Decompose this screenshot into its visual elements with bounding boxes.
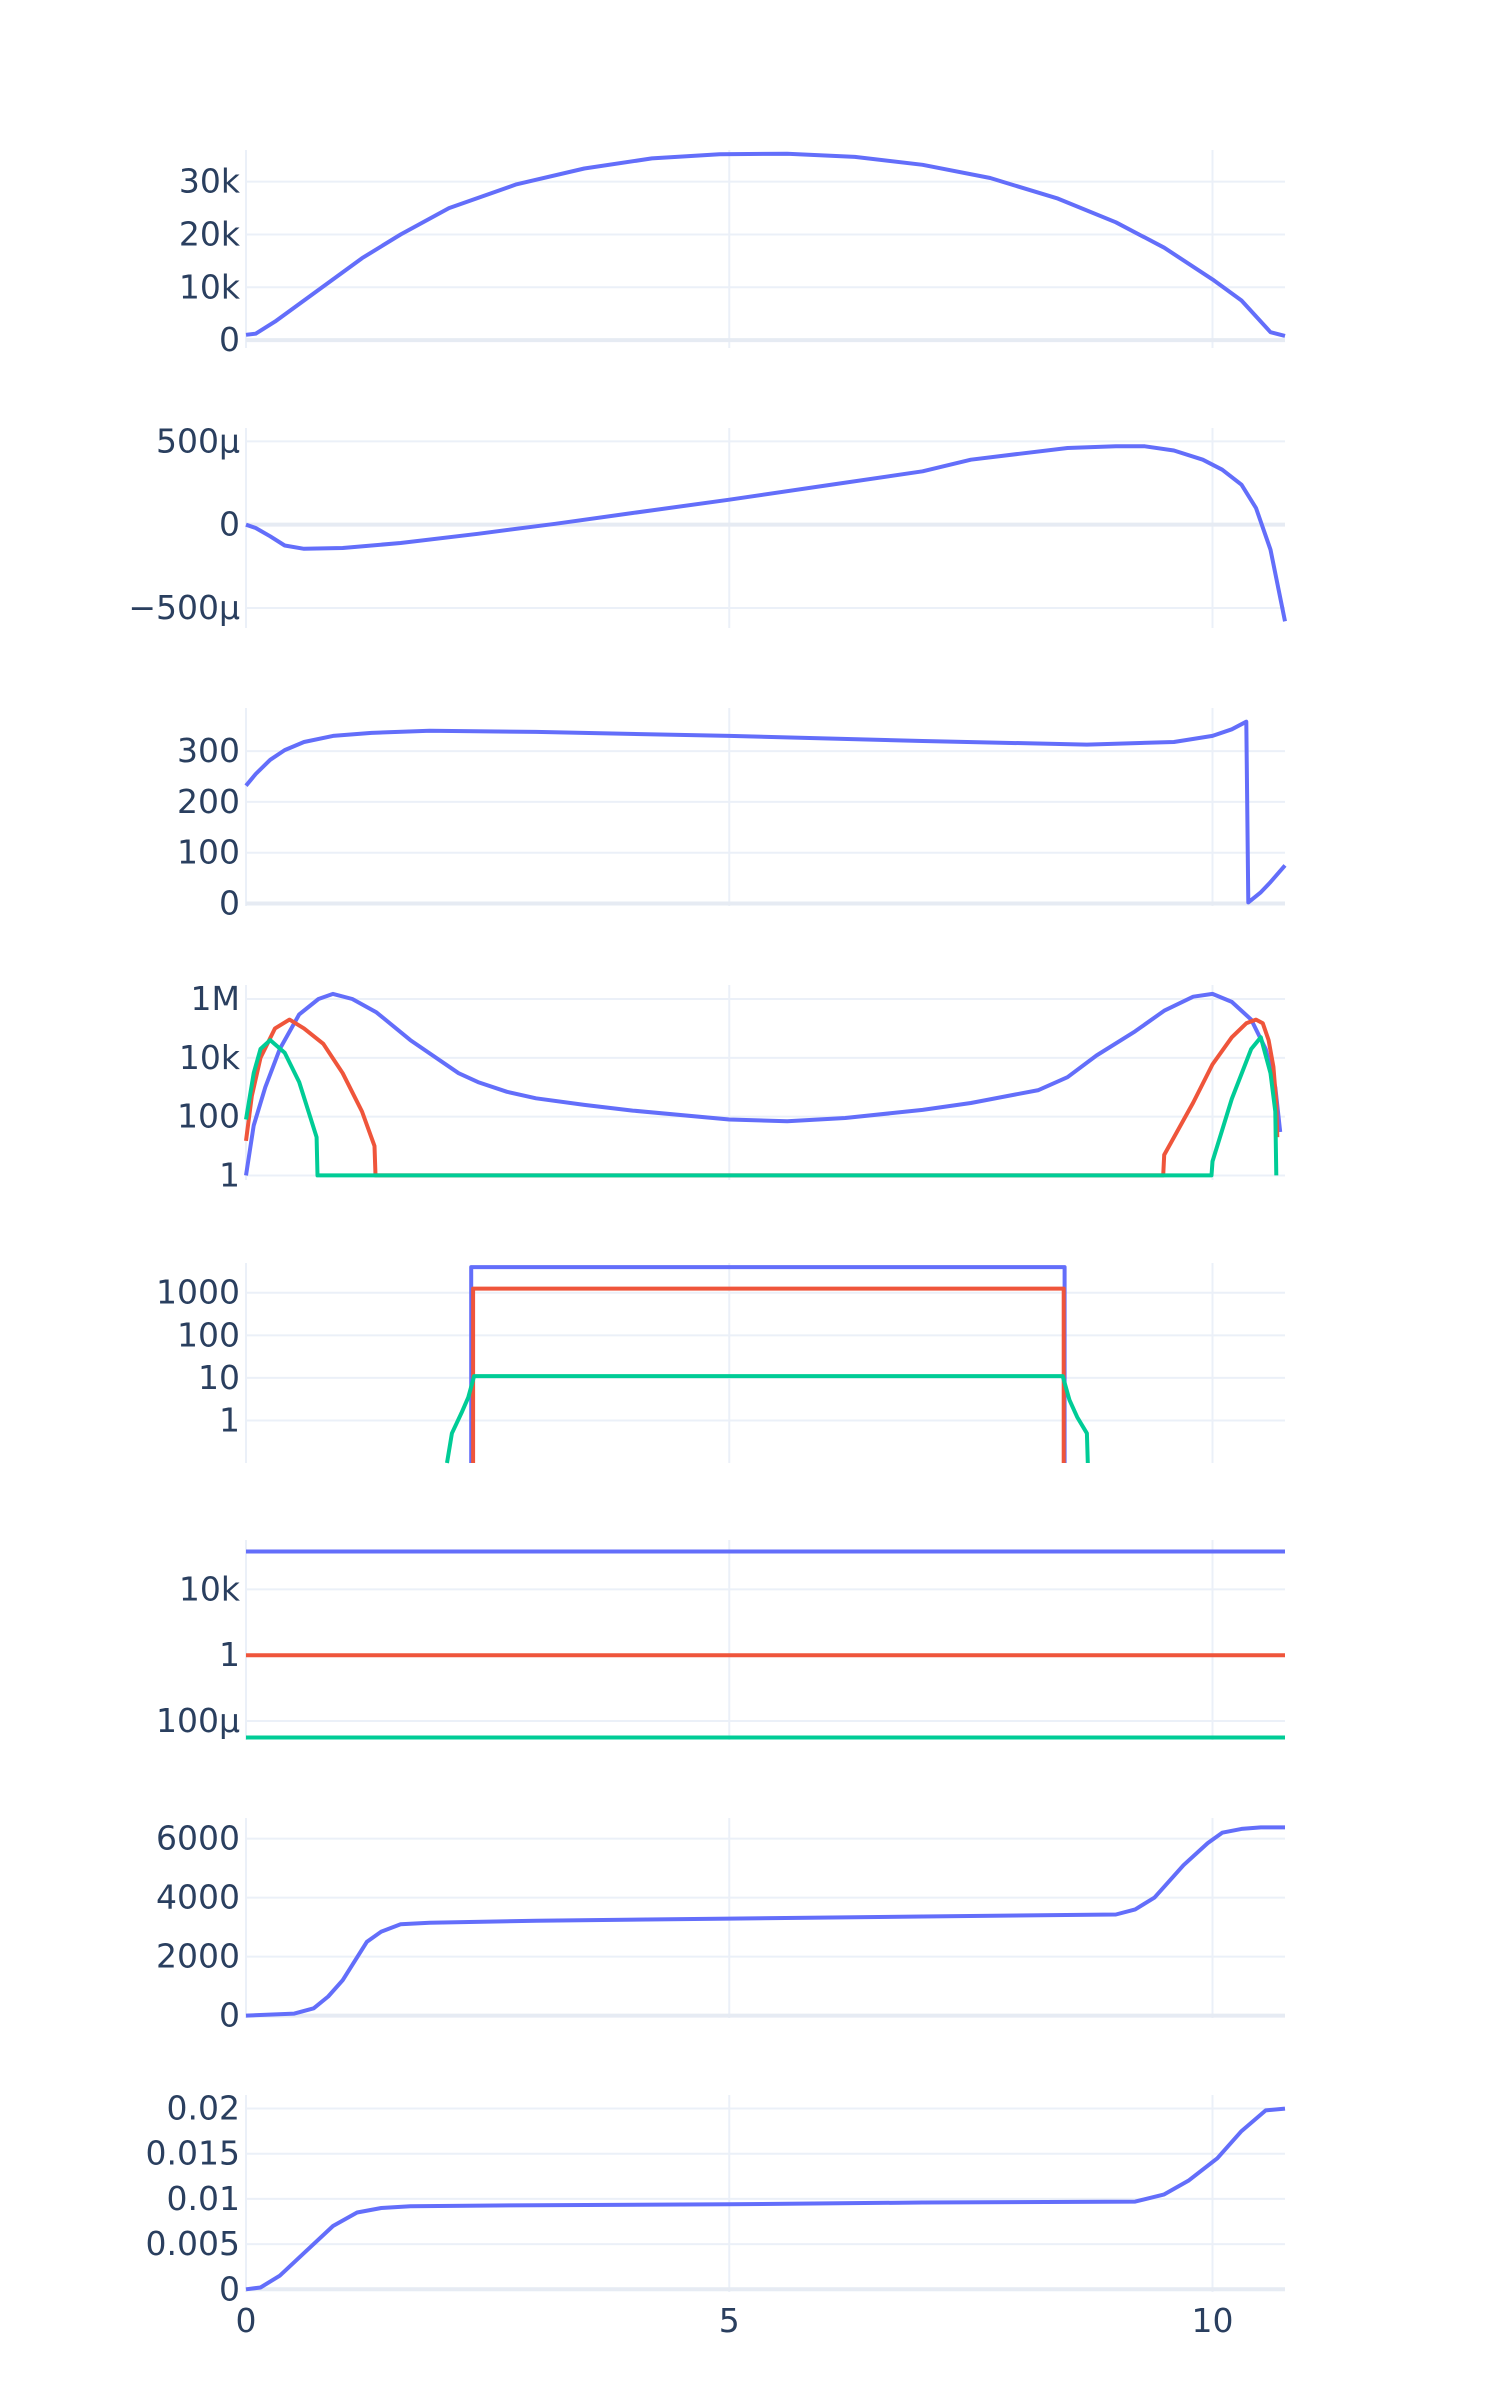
series-line-3 — [445, 1374, 1090, 1464]
y-tick-label: 10 — [198, 1358, 240, 1397]
subplot-8: 0 0.005 0.01 0.015 0.02 0 5 10 — [146, 2089, 1286, 2340]
y-tick-label: 0.02 — [167, 2089, 240, 2128]
y-tick-label: 100 — [177, 1097, 240, 1136]
y-tick-label: 1 — [219, 1400, 240, 1439]
y-tick-label: 0 — [219, 320, 240, 359]
y-tick-label: 10k — [179, 1038, 241, 1077]
y-tick-label: 0 — [219, 505, 240, 544]
series-line-3 — [244, 1035, 1279, 1178]
subplot-7: 0 2000 4000 6000 — [156, 1818, 1285, 2035]
y-tick-label: 200 — [177, 782, 240, 821]
y-tick-label: 100 — [177, 833, 240, 872]
x-tick-label: 10 — [1192, 2301, 1234, 2340]
y-tick-label: 300 — [177, 731, 240, 770]
y-tick-label: −500μ — [128, 588, 240, 627]
y-tick-label: 0.015 — [146, 2134, 240, 2173]
y-tick-label: 1M — [191, 979, 240, 1018]
subplot-2: −500μ 0 500μ — [128, 421, 1287, 628]
subplot-3: 0 100 200 300 — [177, 708, 1287, 922]
series-line-1 — [244, 719, 1287, 905]
y-tick-label: 2000 — [156, 1937, 240, 1976]
series-line-1 — [469, 1265, 1067, 1463]
x-tick-label: 5 — [719, 2301, 740, 2340]
y-tick-label: 6000 — [156, 1819, 240, 1858]
y-tick-label: 4000 — [156, 1878, 240, 1917]
y-tick-label: 0 — [219, 2269, 240, 2308]
series-line-1 — [245, 444, 1287, 622]
y-tick-label: 1000 — [156, 1273, 240, 1312]
y-tick-label: 100μ — [156, 1701, 240, 1740]
subplot-4: 1 100 10k 1M — [177, 979, 1285, 1194]
y-tick-label: 1 — [219, 1635, 240, 1674]
chart-panels: 010k20k30k−500μ0500μ0100200300110010k1M1… — [128, 150, 1287, 2340]
y-tick-label: 30k — [179, 162, 241, 201]
series-line-1 — [244, 991, 1283, 1176]
y-tick-label: 500μ — [156, 421, 240, 460]
y-tick-label: 0 — [219, 883, 240, 922]
y-tick-label: 20k — [179, 214, 241, 253]
y-tick-label: 10k — [179, 1569, 241, 1608]
series-line-1 — [245, 2106, 1286, 2292]
subplot-1: 0 10k 20k 30k — [179, 150, 1286, 359]
y-tick-label: 1 — [219, 1155, 240, 1194]
x-tick-label: 0 — [236, 2301, 257, 2340]
y-tick-label: 100 — [177, 1315, 240, 1354]
y-tick-label: 0.01 — [167, 2179, 240, 2218]
y-tick-label: 10k — [179, 267, 241, 306]
y-tick-label: 0 — [219, 1996, 240, 2035]
series-line-1 — [245, 151, 1286, 338]
series-line-1 — [245, 1825, 1285, 2018]
subplot-6: 100μ 1 10k — [156, 1540, 1285, 1740]
series-line-2 — [244, 1017, 1280, 1178]
y-tick-label: 0.005 — [146, 2224, 240, 2263]
